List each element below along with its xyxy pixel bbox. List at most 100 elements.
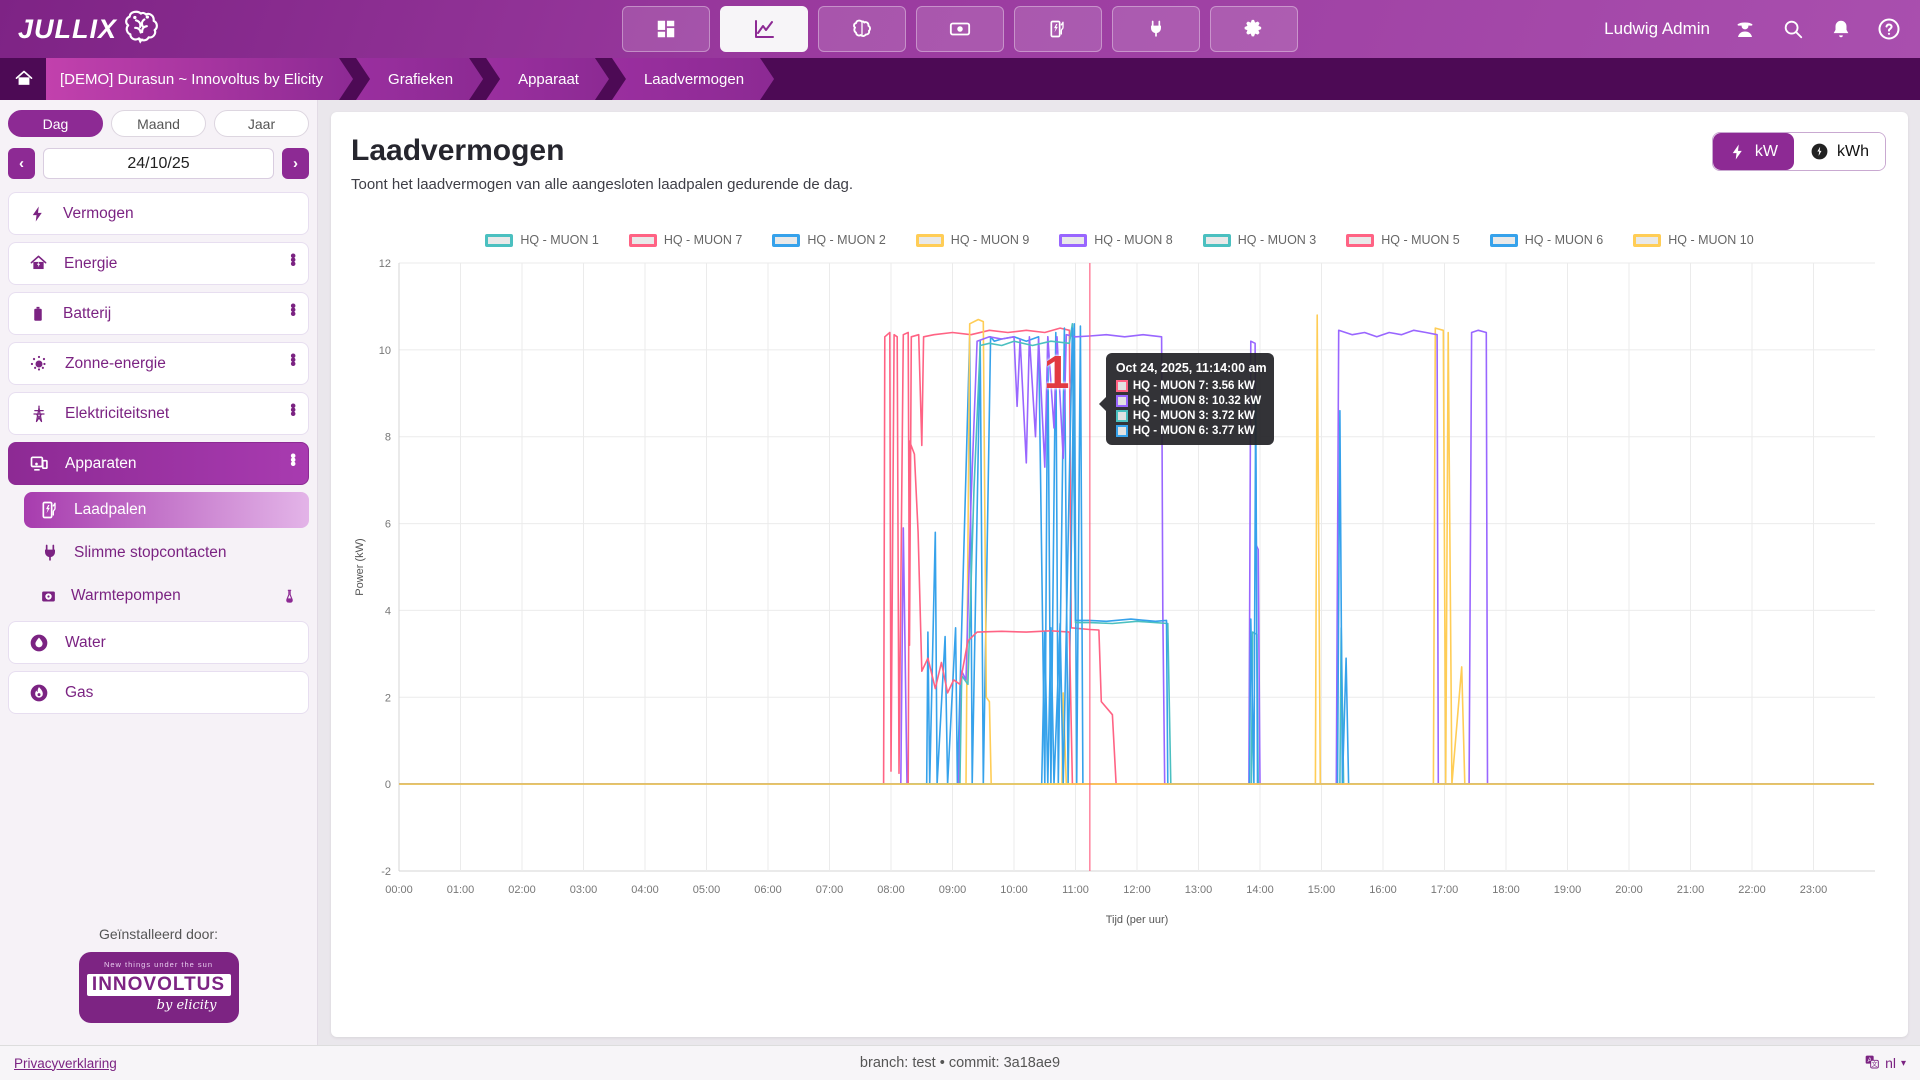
legend-item-2[interactable]: HQ - MUON 2 (772, 233, 885, 247)
sidebar-subitem-laadpalen[interactable]: Laadpalen (24, 492, 309, 528)
sidebar-subitem-warmtepompen[interactable]: Warmtepompen (24, 578, 309, 614)
tooltip-row: HQ - MUON 6: 3.77 kW (1116, 425, 1264, 437)
kebab-menu-icon[interactable]: ••• (290, 354, 296, 374)
chevron-down-icon: ▾ (1901, 1058, 1906, 1069)
home-icon[interactable] (14, 69, 34, 89)
sidebar-item-energie[interactable]: Energie••• (8, 242, 309, 285)
legend-item-7[interactable]: HQ - MUON 6 (1490, 233, 1603, 247)
kebab-menu-icon[interactable]: ••• (290, 454, 296, 474)
kebab-menu-icon[interactable]: ••• (290, 304, 296, 324)
legend-item-5[interactable]: HQ - MUON 3 (1203, 233, 1316, 247)
breadcrumb-item-3[interactable]: Laadvermogen (612, 58, 774, 100)
kebab-menu-icon[interactable]: ••• (290, 404, 296, 424)
breadcrumb-item-0[interactable]: [DEMO] Durasun ~ Innovoltus by Elicity (46, 58, 353, 100)
chart: HQ - MUON 1 HQ - MUON 7 HQ - MUON 2 HQ - MU… (351, 233, 1888, 946)
svg-text:-2: -2 (381, 866, 391, 878)
app-logo: JULLIX (18, 7, 161, 52)
search-icon[interactable] (1780, 16, 1806, 42)
svg-text:23:00: 23:00 (1800, 884, 1828, 896)
legend-swatch (1490, 234, 1518, 247)
breadcrumb-item-1[interactable]: Grafieken (356, 58, 483, 100)
sidebar-item-apparaten[interactable]: Apparaten ••• (8, 442, 309, 485)
language-selector[interactable]: A文 nl ▾ (1864, 1054, 1906, 1073)
prev-day-button[interactable]: ‹ (8, 148, 35, 179)
date-field[interactable]: 24/10/25 (43, 148, 274, 179)
legend-item-0[interactable]: HQ - MUON 1 (485, 233, 598, 247)
tooltip-row: HQ - MUON 3: 3.72 kW (1116, 410, 1264, 422)
money-icon (949, 18, 971, 40)
next-day-button[interactable]: › (282, 148, 309, 179)
tab-jaar[interactable]: Jaar (214, 110, 309, 137)
nav-brain-button[interactable] (818, 6, 906, 52)
legend-label: HQ - MUON 6 (1525, 233, 1603, 247)
sidebar-item-label: Zonne-energie (65, 355, 166, 373)
sidebar-subitem-label: Slimme stopcontacten (74, 544, 227, 562)
svg-text:07:00: 07:00 (816, 884, 844, 896)
legend-swatch (485, 234, 513, 247)
charging-station-icon (40, 500, 60, 520)
chart-legend: HQ - MUON 1 HQ - MUON 7 HQ - MUON 2 HQ - MU… (351, 233, 1888, 247)
heatpump-icon (40, 588, 57, 605)
chart-tooltip: Oct 24, 2025, 11:14:00 am HQ - MUON 7: 3… (1106, 353, 1274, 445)
legend-label: HQ - MUON 3 (1238, 233, 1316, 247)
sidebar-item-zonne-energie[interactable]: Zonne-energie ••• (8, 342, 309, 385)
installer-logo: New things under the sun INNOVOLTUS by e… (79, 952, 239, 1023)
installer-tagline: New things under the sun (87, 960, 231, 969)
legend-item-6[interactable]: HQ - MUON 5 (1346, 233, 1459, 247)
unit-kw-button[interactable]: kW (1713, 133, 1794, 170)
sidebar-item-label: Batterij (63, 305, 111, 323)
nav-charging-station-button[interactable] (1014, 6, 1102, 52)
sidebar-item-batterij[interactable]: Batterij ••• (8, 292, 309, 335)
admin-icon[interactable] (1732, 16, 1758, 42)
nav-gear-button[interactable] (1210, 6, 1298, 52)
nav-plug-button[interactable] (1112, 6, 1200, 52)
svg-text:22:00: 22:00 (1738, 884, 1766, 896)
svg-text:05:00: 05:00 (693, 884, 721, 896)
svg-text:09:00: 09:00 (939, 884, 967, 896)
legend-label: HQ - MUON 8 (1094, 233, 1172, 247)
sidebar-subitem-slimme-stopcontacten[interactable]: Slimme stopcontacten (24, 535, 309, 571)
devices-icon (29, 454, 49, 474)
unit-label: kWh (1837, 143, 1869, 161)
language-value: nl (1885, 1055, 1896, 1071)
svg-text:08:00: 08:00 (877, 884, 905, 896)
tooltip-swatch (1116, 425, 1128, 437)
sidebar-item-label: Apparaten (65, 455, 137, 473)
sidebar-item-gas[interactable]: Gas (8, 671, 309, 714)
legend-label: HQ - MUON 2 (807, 233, 885, 247)
unit-kwh-button[interactable]: kWh (1794, 133, 1885, 170)
breadcrumb-item-2[interactable]: Apparaat (486, 58, 609, 100)
nav-line-chart-button[interactable] (720, 6, 808, 52)
legend-label: HQ - MUON 7 (664, 233, 742, 247)
gear-icon (1243, 18, 1265, 40)
plug-icon (40, 543, 60, 563)
legend-item-8[interactable]: HQ - MUON 10 (1633, 233, 1753, 247)
svg-text:21:00: 21:00 (1677, 884, 1705, 896)
legend-swatch (1633, 234, 1661, 247)
legend-item-1[interactable]: HQ - MUON 7 (629, 233, 742, 247)
tooltip-value: HQ - MUON 3: 3.72 kW (1133, 410, 1255, 422)
bolt-icon (29, 205, 47, 223)
nav-dashboard-button[interactable] (622, 6, 710, 52)
sidebar-item-elektriciteitsnet[interactable]: Elektriciteitsnet••• (8, 392, 309, 435)
tab-maand[interactable]: Maand (111, 110, 206, 137)
svg-text:17:00: 17:00 (1431, 884, 1459, 896)
svg-text:04:00: 04:00 (631, 884, 659, 896)
tab-dag[interactable]: Dag (8, 110, 103, 137)
legend-item-4[interactable]: HQ - MUON 8 (1059, 233, 1172, 247)
sidebar-subitem-label: Warmtepompen (71, 587, 181, 605)
sidebar-item-vermogen[interactable]: Vermogen (8, 192, 309, 235)
sidebar-item-water[interactable]: Water (8, 621, 309, 664)
installer-by: by elicity (87, 998, 231, 1013)
nav-money-button[interactable] (916, 6, 1004, 52)
period-tabs: Dag Maand Jaar (8, 110, 309, 137)
bell-icon[interactable] (1828, 16, 1854, 42)
svg-text:00:00: 00:00 (385, 884, 413, 896)
bolt-icon (1729, 143, 1747, 161)
legend-item-3[interactable]: HQ - MUON 9 (916, 233, 1029, 247)
kebab-menu-icon[interactable]: ••• (290, 254, 296, 274)
help-icon[interactable] (1876, 16, 1902, 42)
privacy-link[interactable]: Privacyverklaring (14, 1056, 117, 1071)
tooltip-value: HQ - MUON 6: 3.77 kW (1133, 425, 1255, 437)
svg-text:10:00: 10:00 (1000, 884, 1028, 896)
